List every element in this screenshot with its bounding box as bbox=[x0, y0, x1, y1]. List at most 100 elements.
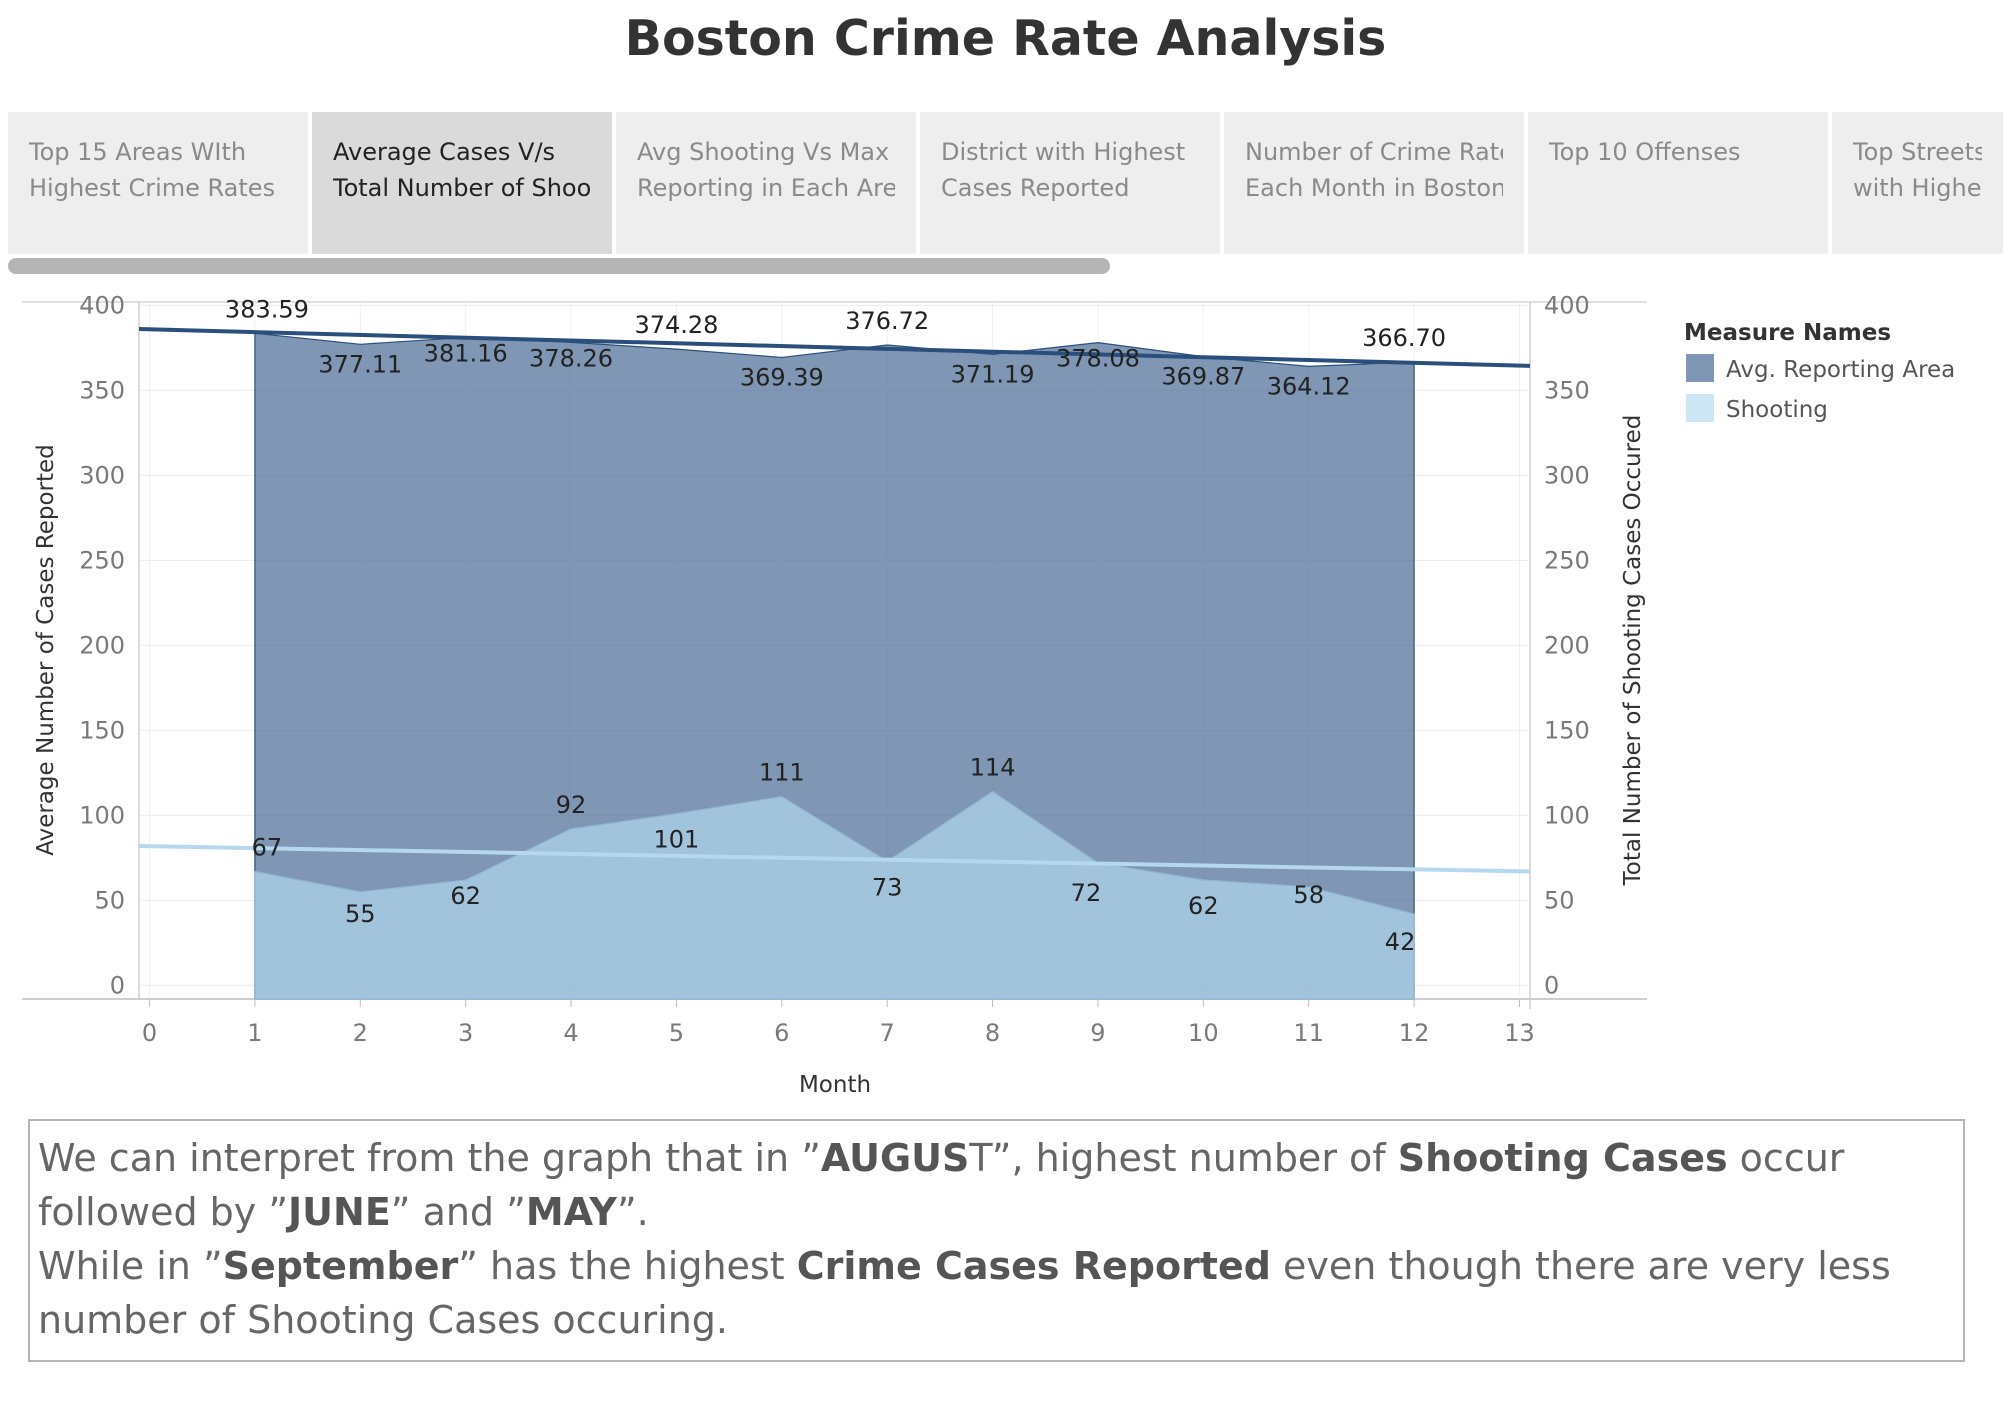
legend-swatch-avg-reporting-area bbox=[1686, 354, 1714, 382]
right-y-tick-150: 150 bbox=[1544, 716, 1590, 744]
data-label-avg-reporting-area-12: 366.70 bbox=[1362, 324, 1446, 352]
tab-label-line-2: Total Number of Shoo.. bbox=[333, 174, 591, 202]
note-text: even though there are very less number o… bbox=[38, 1244, 1891, 1342]
tab-label-line-2: Each Month in Boston bbox=[1245, 174, 1503, 202]
right-y-tick-300: 300 bbox=[1544, 461, 1590, 489]
page-title: Boston Crime Rate Analysis bbox=[624, 10, 1387, 67]
insight-note: We can interpret from the graph that in … bbox=[28, 1119, 1965, 1362]
right-y-tick-200: 200 bbox=[1544, 631, 1590, 659]
tab-average-cases-vs-shooting[interactable]: Average Cases V/s Total Number of Shoo.. bbox=[312, 112, 612, 254]
tab-label-line-1: Average Cases V/s bbox=[333, 138, 556, 166]
tab-label-line-1: Top Streets bbox=[1853, 138, 1982, 166]
tab-scrollbar[interactable] bbox=[8, 258, 1110, 274]
legend-title: Measure Names bbox=[1684, 320, 1891, 346]
left-y-tick-350: 350 bbox=[79, 376, 125, 404]
x-axis-title: Month bbox=[799, 1072, 871, 1098]
data-label-avg-reporting-area-9: 378.08 bbox=[1056, 345, 1140, 373]
data-label-avg-reporting-area-2: 377.11 bbox=[318, 350, 402, 378]
note-text: T”, highest number of bbox=[969, 1136, 1398, 1180]
note-highlight-august: AUGUS bbox=[820, 1136, 970, 1180]
trend-line-shooting bbox=[138, 844, 1531, 874]
right-y-tick-50: 50 bbox=[1544, 886, 1575, 914]
x-tick-3: 3 bbox=[458, 1019, 473, 1047]
note-highlight-shooting-cases: Shooting Cases bbox=[1397, 1136, 1728, 1180]
x-tick-0: 0 bbox=[142, 1019, 157, 1047]
tab-label-line-1: Top 15 Areas WIth bbox=[29, 138, 247, 166]
left-y-tick-0: 0 bbox=[110, 971, 125, 999]
trend-line-avg-reporting-area bbox=[138, 327, 1531, 368]
note-text: ” and ” bbox=[390, 1190, 526, 1234]
data-label-shooting-1: 67 bbox=[252, 834, 283, 862]
data-label-avg-reporting-area-7: 376.72 bbox=[845, 307, 929, 335]
data-label-avg-reporting-area-10: 369.87 bbox=[1161, 363, 1245, 391]
left-y-tick-50: 50 bbox=[94, 886, 125, 914]
note-highlight-crime-cases-reported: Crime Cases Reported bbox=[796, 1244, 1271, 1288]
tab-label-line-2: Reporting in Each Area bbox=[637, 174, 895, 202]
data-label-shooting-7: 73 bbox=[872, 873, 903, 901]
right-y-tick-0: 0 bbox=[1544, 971, 1559, 999]
right-y-axis-title: Total Number of Shooting Cases Occured bbox=[1620, 415, 1646, 887]
note-text: occur followed by ” bbox=[38, 1136, 1845, 1234]
legend-label-avg-reporting-area: Avg. Reporting Area bbox=[1726, 357, 1955, 383]
tab-label-line-1: Avg Shooting Vs Max bbox=[637, 138, 890, 166]
right-y-tick-350: 350 bbox=[1544, 376, 1590, 404]
tab-avg-shooting-vs-max-reporting[interactable]: Avg Shooting Vs Max Reporting in Each Ar… bbox=[616, 112, 916, 254]
legend-swatch-shooting bbox=[1686, 394, 1714, 422]
trend-lines bbox=[138, 327, 1531, 874]
left-y-tick-400: 400 bbox=[79, 291, 125, 319]
data-label-avg-reporting-area-8: 371.19 bbox=[951, 360, 1035, 388]
data-label-shooting-9: 72 bbox=[1071, 879, 1102, 907]
x-tick-12: 12 bbox=[1399, 1019, 1430, 1047]
x-tick-6: 6 bbox=[774, 1019, 789, 1047]
note-highlight-may: MAY bbox=[525, 1190, 617, 1234]
left-y-tick-150: 150 bbox=[79, 716, 125, 744]
legend-label-shooting: Shooting bbox=[1726, 397, 1828, 423]
note-text: ” has the highest bbox=[458, 1244, 797, 1288]
tab-top-10-offenses[interactable]: Top 10 Offenses bbox=[1528, 112, 1828, 254]
x-tick-9: 9 bbox=[1090, 1019, 1105, 1047]
right-y-tick-400: 400 bbox=[1544, 291, 1590, 319]
right-y-tick-100: 100 bbox=[1544, 801, 1590, 829]
tab-top-streets[interactable]: Top Streets with Highes.. bbox=[1832, 112, 2003, 254]
left-y-axis-title: Average Number of Cases Reported bbox=[33, 444, 59, 856]
data-label-avg-reporting-area-4: 378.26 bbox=[529, 344, 613, 372]
tab-label-line-2: Highest Crime Rates bbox=[29, 174, 276, 202]
note-text: While in ” bbox=[38, 1244, 223, 1288]
tab-crime-rates-each-month[interactable]: Number of Crime Rates Each Month in Bost… bbox=[1224, 112, 1524, 254]
area-series bbox=[254, 332, 1415, 1000]
tab-top-15-areas[interactable]: Top 15 Areas WIth Highest Crime Rates bbox=[8, 112, 308, 254]
data-label-avg-reporting-area-5: 374.28 bbox=[634, 311, 718, 339]
x-tick-4: 4 bbox=[563, 1019, 578, 1047]
data-label-shooting-6: 111 bbox=[759, 759, 805, 787]
dual-axis-area-chart: 383.59 377.11 381.16 378.26 374.28 369.39 376.… bbox=[22, 291, 1955, 1098]
note-highlight-june: JUNE bbox=[288, 1190, 391, 1234]
legend: Measure Names Avg. Reporting Area Shooti… bbox=[1684, 320, 1955, 423]
data-label-shooting-2: 55 bbox=[345, 900, 376, 928]
tab-label-line-1: District with Highest bbox=[941, 138, 1186, 166]
data-label-shooting-3: 62 bbox=[450, 882, 481, 910]
note-text: ”. bbox=[616, 1190, 649, 1234]
data-label-shooting-12: 42 bbox=[1385, 928, 1416, 956]
x-tick-13: 13 bbox=[1504, 1019, 1535, 1047]
left-y-tick-300: 300 bbox=[79, 461, 125, 489]
x-tick-7: 7 bbox=[880, 1019, 895, 1047]
data-label-shooting-8: 114 bbox=[970, 754, 1016, 782]
tab-label-line-1: Number of Crime Rates bbox=[1245, 138, 1503, 166]
note-highlight-september: September bbox=[222, 1244, 459, 1288]
data-label-avg-reporting-area-3: 381.16 bbox=[424, 339, 508, 367]
left-y-tick-250: 250 bbox=[79, 546, 125, 574]
x-tick-11: 11 bbox=[1293, 1019, 1324, 1047]
data-label-shooting-4: 92 bbox=[556, 791, 587, 819]
x-tick-10: 10 bbox=[1188, 1019, 1219, 1047]
data-label-avg-reporting-area-1: 383.59 bbox=[225, 295, 309, 323]
data-label-shooting-5: 101 bbox=[654, 826, 700, 854]
note-text: We can interpret from the graph that in … bbox=[38, 1136, 821, 1180]
tab-label-line-1: Top 10 Offenses bbox=[1549, 138, 1741, 166]
x-tick-1: 1 bbox=[247, 1019, 262, 1047]
right-y-tick-250: 250 bbox=[1544, 546, 1590, 574]
data-label-avg-reporting-area-6: 369.39 bbox=[740, 363, 824, 391]
tab-district-highest-cases[interactable]: District with Highest Cases Reported bbox=[920, 112, 1220, 254]
data-label-shooting-11: 58 bbox=[1293, 881, 1324, 909]
dashboard-tab-bar: Top 15 Areas WIth Highest Crime Rates Av… bbox=[8, 112, 2003, 254]
